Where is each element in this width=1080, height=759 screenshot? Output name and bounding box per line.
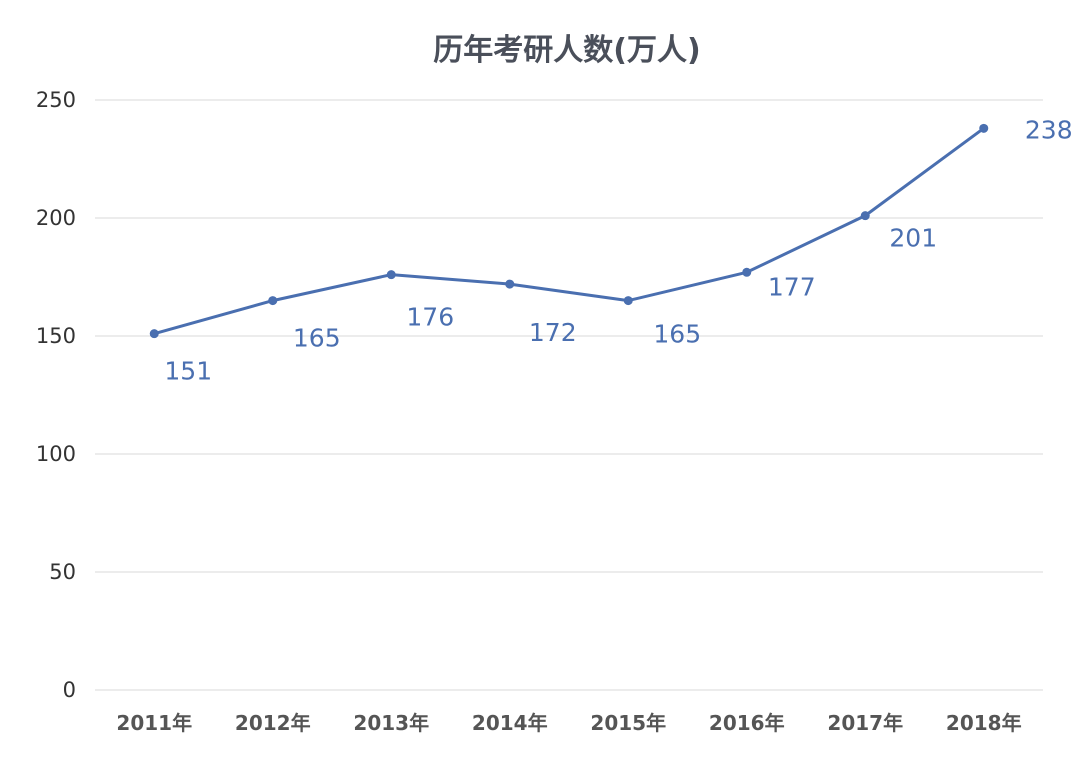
data-point (979, 123, 989, 133)
data-point (505, 279, 515, 289)
data-label: 201 (889, 224, 937, 253)
x-tick-label: 2013年 (353, 711, 429, 735)
y-tick-label: 250 (36, 88, 76, 112)
data-labels: 151 165 176 172 165 177 201 238 (164, 115, 1072, 385)
data-label: 172 (529, 318, 577, 347)
data-point (742, 267, 752, 277)
x-tick-label: 2012年 (235, 711, 311, 735)
x-axis: 2011年 2012年 2013年 2014年 2015年 2016年 2017年 2018年 (116, 711, 1021, 735)
data-point (860, 211, 870, 221)
series-line (153, 127, 985, 336)
gridlines (95, 99, 1043, 691)
x-tick-label: 2016年 (709, 711, 785, 735)
chart-title: 历年考研人数(万人) (433, 33, 700, 68)
y-tick-label: 50 (49, 560, 76, 584)
data-label: 151 (164, 357, 212, 386)
y-tick-label: 200 (36, 206, 76, 230)
data-label: 165 (653, 320, 701, 349)
x-tick-label: 2014年 (472, 711, 548, 735)
data-point (268, 296, 278, 306)
data-label: 165 (293, 324, 341, 353)
series-group (149, 123, 989, 339)
y-axis: 0 50 100 150 200 250 (36, 88, 76, 702)
y-tick-label: 150 (36, 324, 76, 348)
data-label: 238 (1025, 115, 1073, 144)
x-tick-label: 2015年 (590, 711, 666, 735)
data-point (623, 296, 633, 306)
x-tick-label: 2017年 (827, 711, 903, 735)
x-tick-label: 2018年 (946, 711, 1022, 735)
data-point (149, 329, 159, 339)
y-tick-label: 100 (36, 442, 76, 466)
y-tick-label: 0 (63, 678, 76, 702)
x-tick-label: 2011年 (116, 711, 192, 735)
data-label: 177 (768, 272, 816, 301)
data-point (386, 270, 396, 280)
data-label: 176 (406, 303, 454, 332)
